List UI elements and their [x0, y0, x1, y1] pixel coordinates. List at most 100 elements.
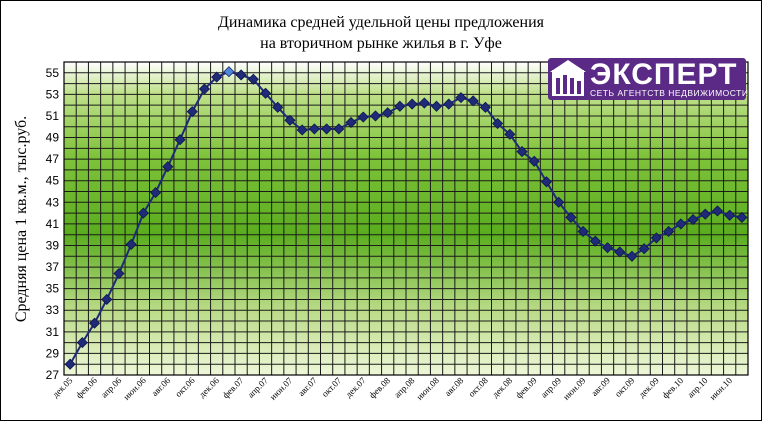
data-point [736, 211, 748, 223]
data-point [724, 209, 736, 221]
data-point [614, 246, 626, 258]
x-tick-label: июн.07 [268, 375, 295, 402]
y-tick-label: 31 [46, 325, 60, 339]
price-series [64, 66, 748, 370]
data-point [333, 123, 345, 135]
y-tick-label: 51 [46, 109, 60, 123]
x-tick-label: апр.09 [539, 375, 564, 400]
x-tick-label: авг.06 [149, 375, 172, 398]
x-tick-label: авг.08 [443, 375, 466, 398]
data-point [455, 92, 467, 104]
data-point [259, 87, 272, 99]
y-tick-label: 53 [46, 87, 60, 101]
data-point [296, 124, 308, 136]
x-tick-label: июн.09 [561, 375, 588, 402]
y-axis-ticks: 27 29 31 33 35 37 39 41 43 45 47 49 51 53 55 [46, 66, 60, 382]
logo-house-icon [550, 60, 586, 96]
y-tick-label: 33 [46, 303, 60, 317]
x-tick-label: фев.10 [660, 375, 685, 400]
y-axis-label: Средняя цена 1 кв.м., тыс.руб. [13, 116, 30, 322]
data-point [687, 214, 699, 226]
data-point [357, 111, 369, 123]
data-point [492, 117, 504, 130]
data-point [553, 196, 565, 208]
data-point [504, 128, 516, 140]
logo-background [548, 58, 746, 100]
data-point [565, 211, 577, 223]
data-point [418, 97, 430, 109]
x-tick-label: апр.07 [246, 375, 271, 400]
data-point [406, 98, 418, 110]
data-point [699, 208, 711, 220]
data-point [235, 69, 247, 81]
x-tick-label: авг.07 [296, 375, 319, 398]
x-tick-label: окт.09 [613, 375, 637, 399]
data-point [345, 116, 357, 129]
data-point [308, 123, 320, 135]
x-tick-label: июн.10 [707, 375, 734, 402]
data-point [479, 101, 491, 113]
data-point [638, 243, 650, 255]
data-point [150, 187, 162, 199]
y-tick-label: 35 [46, 282, 60, 296]
x-tick-label: дек.06 [197, 375, 222, 400]
y-tick-label: 49 [46, 131, 60, 145]
data-point [516, 146, 528, 158]
data-point [626, 250, 638, 262]
data-point [76, 337, 88, 349]
x-tick-label: окт.07 [320, 375, 344, 399]
data-point [125, 238, 137, 250]
data-point [443, 98, 455, 110]
y-tick-label: 41 [46, 217, 60, 231]
x-tick-label: апр.08 [392, 375, 417, 400]
y-tick-label: 37 [46, 260, 60, 274]
data-point [247, 73, 259, 85]
data-point [272, 101, 284, 113]
data-point [394, 100, 406, 112]
expert-logo: ЭКСПЕРТ СЕТЬ АГЕНТСТВ НЕДВИЖИМОСТИ [548, 58, 748, 100]
x-tick-label: июн.06 [121, 375, 148, 402]
grid-lines [63, 61, 749, 376]
data-point [88, 317, 101, 329]
data-point [174, 134, 186, 146]
x-tick-label: окт.06 [173, 375, 197, 399]
x-tick-label: фев.08 [367, 375, 392, 400]
x-tick-label: окт.08 [466, 375, 490, 399]
x-tick-label: фев.07 [221, 375, 246, 400]
y-tick-label: 47 [46, 152, 60, 166]
x-tick-label: фев.09 [514, 375, 539, 400]
plot-border [63, 61, 749, 376]
y-tick-label: 55 [46, 66, 60, 80]
data-point [577, 225, 589, 238]
x-tick-label: дек.07 [343, 375, 368, 400]
data-point [467, 95, 479, 107]
data-point [663, 225, 675, 238]
logo-tagline: СЕТЬ АГЕНТСТВ НЕДВИЖИМОСТИ [590, 88, 748, 98]
x-tick-label: дек.09 [637, 375, 662, 400]
data-point [650, 232, 662, 244]
data-point [101, 293, 113, 306]
y-tick-label: 43 [46, 195, 60, 209]
data-point [382, 107, 394, 119]
y-tick-label: 39 [46, 238, 60, 252]
data-point [711, 205, 724, 217]
x-tick-label: апр.06 [99, 375, 124, 400]
y-tick-label: 29 [46, 346, 60, 360]
data-point [113, 267, 125, 280]
data-point [321, 123, 333, 135]
x-tick-label: авг.09 [589, 375, 612, 398]
x-tick-label: фев.06 [74, 375, 99, 400]
x-tick-label: дек.08 [490, 375, 515, 400]
data-point [137, 207, 149, 219]
chart-title-line1: Динамика средней удельной цены предложен… [218, 14, 545, 31]
y-tick-label: 45 [46, 174, 60, 188]
logo-brand: ЭКСПЕРТ [590, 58, 737, 91]
data-point [198, 83, 211, 95]
data-point [369, 110, 382, 122]
data-point [675, 218, 687, 230]
data-point [284, 114, 296, 126]
data-point [601, 242, 614, 254]
data-point [430, 100, 443, 112]
